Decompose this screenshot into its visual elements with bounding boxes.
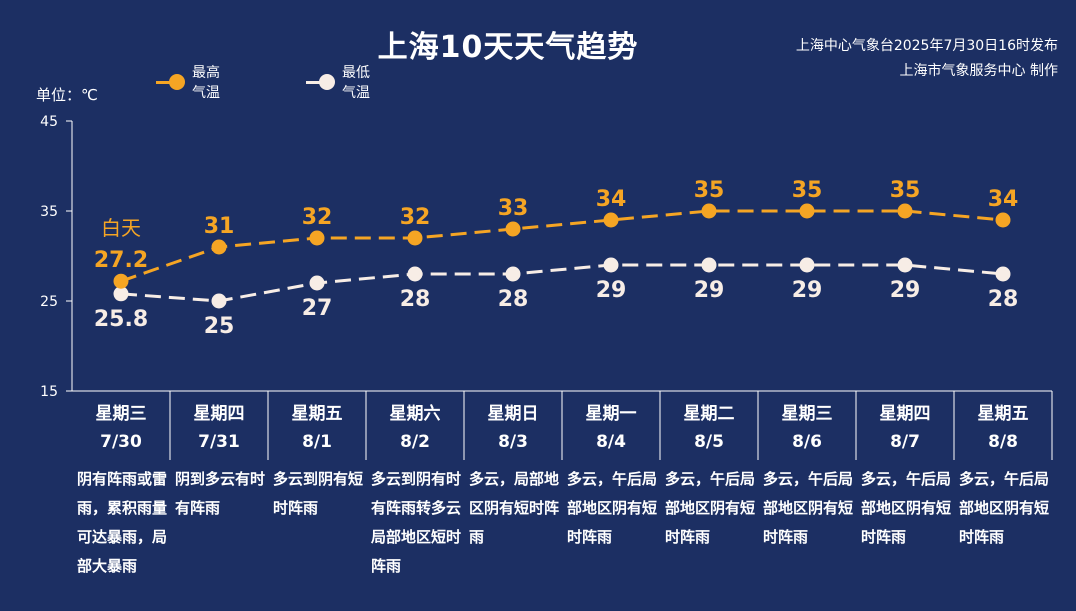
legend-high-label: 最高气温 — [192, 65, 220, 101]
weekday-label: 星期六 — [389, 404, 441, 424]
high-temperature-label: 35 — [694, 178, 725, 203]
low-temperature-point — [407, 266, 423, 282]
high-temperature-label: 35 — [792, 178, 823, 203]
high-temperature-point — [995, 212, 1011, 228]
high-temperature-point — [211, 239, 227, 255]
producer-info: 上海市气象服务中心 制作 — [899, 63, 1058, 79]
day-header: 星期一 8/4 — [562, 392, 660, 460]
legend-low-label: 最低气温 — [342, 65, 370, 101]
weekday-label: 星期三 — [95, 404, 147, 424]
legend-high-marker — [156, 70, 185, 94]
date-label: 8/7 — [890, 432, 920, 452]
low-temperature-point — [113, 286, 129, 302]
high-temperature-point — [897, 203, 913, 219]
date-label: 8/1 — [302, 432, 332, 452]
day-header: 星期三 7/30 — [72, 392, 170, 460]
date-label: 8/8 — [988, 432, 1018, 452]
high-temperature-point — [407, 230, 423, 246]
y-tick-label: 15 — [40, 384, 58, 400]
weather-description: 多云到阴有时有阵雨转多云局部地区短时阵雨 — [371, 470, 462, 575]
low-temperature-point — [309, 275, 325, 291]
weather-description: 阴有阵雨或雷雨，累积雨量可达暴雨，局部大暴雨 — [77, 470, 168, 575]
high-temperature-label: 32 — [302, 205, 333, 230]
day-header: 星期五 8/8 — [954, 392, 1052, 460]
publish-info: 上海中心气象台2025年7月30日16时发布 — [795, 38, 1058, 54]
y-tick-label: 45 — [40, 114, 58, 130]
high-temperature-point — [603, 212, 619, 228]
weekday-label: 星期日 — [487, 404, 539, 424]
weather-description: 多云，午后局部地区阴有短时阵雨 — [665, 470, 756, 546]
y-tick-label: 25 — [40, 294, 58, 310]
high-temperature-point — [505, 221, 521, 237]
low-temperature-point — [603, 257, 619, 273]
date-label: 8/6 — [792, 432, 822, 452]
low-temperature-label: 29 — [890, 278, 921, 303]
low-temperature-point — [995, 266, 1011, 282]
unit-label: 单位：℃ — [36, 86, 98, 104]
high-temperature-label: 33 — [498, 196, 529, 221]
weekday-label: 星期四 — [193, 404, 245, 424]
day-header: 星期六 8/2 — [366, 392, 464, 460]
low-temperature-label: 27 — [302, 296, 333, 321]
day-header: 星期四 7/31 — [170, 392, 268, 460]
high-temperature-label: 34 — [596, 187, 627, 212]
weather-description: 多云，午后局部地区阴有短时阵雨 — [861, 470, 952, 546]
low-temperature-label: 29 — [694, 278, 725, 303]
temperature-chart: 15 25 35 45 25.8 25 27 28 28 29 29 29 29 28 27.2 31 32 32… — [40, 114, 1053, 460]
low-temperature-label: 28 — [498, 287, 529, 312]
date-label: 7/30 — [100, 432, 142, 452]
low-temperature-point — [799, 257, 815, 273]
day-header: 星期日 8/3 — [464, 392, 562, 460]
weekday-label: 星期五 — [291, 404, 343, 424]
low-temperature-label: 29 — [792, 278, 823, 303]
date-label: 8/4 — [596, 432, 626, 452]
y-tick-label: 35 — [40, 204, 58, 220]
weather-description: 多云，午后局部地区阴有短时阵雨 — [763, 470, 854, 546]
weekday-label: 星期五 — [977, 404, 1029, 424]
weather-description: 多云，午后局部地区阴有短时阵雨 — [567, 470, 658, 546]
day-header: 星期四 8/7 — [856, 392, 954, 460]
weekday-label: 星期一 — [585, 404, 637, 424]
day-header: 星期三 8/6 — [758, 392, 856, 460]
daytime-label: 白天 — [101, 216, 141, 240]
low-temperature-point — [897, 257, 913, 273]
low-temperature-point — [701, 257, 717, 273]
day-header: 星期二 8/5 — [660, 392, 758, 460]
high-temperature-label: 34 — [988, 187, 1019, 212]
low-temperature-line — [120, 263, 1004, 303]
weekday-label: 星期二 — [683, 404, 735, 424]
weather-description: 多云到阴有短时阵雨 — [273, 470, 364, 517]
legend-low-marker — [306, 70, 335, 94]
chart-title: 上海10天天气趋势 — [377, 30, 639, 65]
high-temperature-label: 31 — [204, 214, 235, 239]
low-temperature-label: 28 — [988, 287, 1019, 312]
high-temperature-label: 35 — [890, 178, 921, 203]
legend-item-high: 最高气温 — [156, 65, 224, 101]
low-temperature-label: 25.8 — [94, 307, 148, 332]
low-temperature-label: 25 — [204, 314, 235, 339]
low-temperature-label: 28 — [400, 287, 431, 312]
high-temperature-point — [701, 203, 717, 219]
high-temperature-point — [309, 230, 325, 246]
low-temperature-label: 29 — [596, 278, 627, 303]
weather-description: 多云，局部地区阴有短时阵雨 — [469, 470, 560, 546]
high-temperature-label: 27.2 — [94, 248, 148, 273]
date-label: 8/5 — [694, 432, 724, 452]
day-header: 星期五 8/1 — [268, 392, 366, 460]
weekday-label: 星期三 — [781, 404, 833, 424]
high-temperature-point — [799, 203, 815, 219]
weekday-label: 星期四 — [879, 404, 931, 424]
high-temperature-label: 32 — [400, 205, 431, 230]
weather-description: 多云，午后局部地区阴有短时阵雨 — [959, 470, 1050, 546]
weather-description: 阴到多云有时有阵雨 — [175, 470, 266, 517]
legend-item-low: 最低气温 — [306, 65, 374, 101]
low-temperature-point — [505, 266, 521, 282]
high-temperature-point — [113, 273, 129, 289]
date-label: 8/3 — [498, 432, 528, 452]
date-label: 7/31 — [198, 432, 240, 452]
source-info: 上海中心气象台2025年7月30日16时发布 上海市气象服务中心 制作 — [796, 34, 1058, 84]
low-temperature-point — [211, 293, 227, 309]
high-temperature-line — [120, 209, 1004, 283]
date-label: 8/2 — [400, 432, 430, 452]
